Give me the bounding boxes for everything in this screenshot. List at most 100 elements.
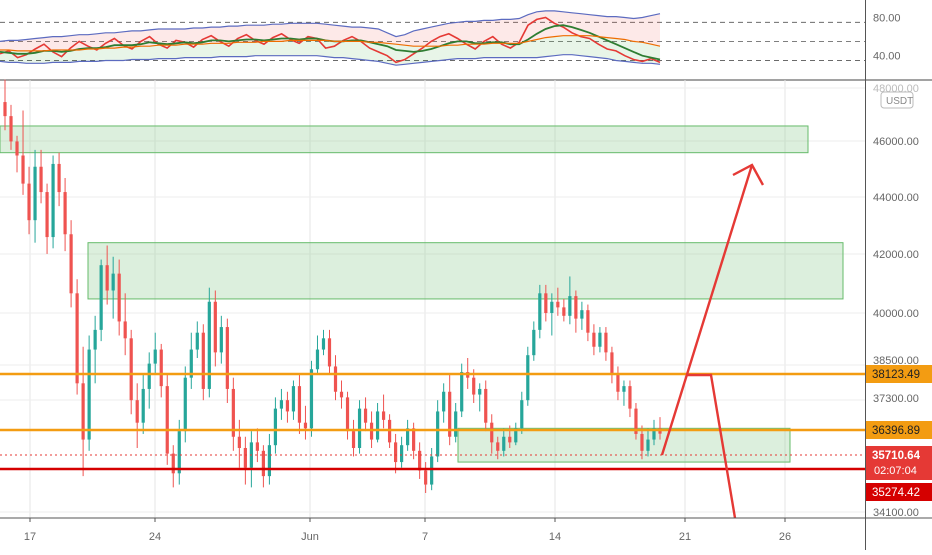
candle[interactable] bbox=[99, 259, 103, 342]
candle[interactable] bbox=[129, 329, 133, 415]
candle[interactable] bbox=[3, 79, 7, 131]
candle[interactable] bbox=[616, 366, 620, 401]
candle[interactable] bbox=[622, 380, 626, 406]
candle[interactable] bbox=[321, 329, 326, 356]
candle[interactable] bbox=[646, 428, 650, 457]
candle[interactable] bbox=[39, 149, 43, 204]
candle[interactable] bbox=[400, 436, 404, 468]
candle[interactable] bbox=[502, 428, 506, 457]
candle[interactable] bbox=[21, 110, 25, 195]
candle[interactable] bbox=[478, 383, 482, 412]
candle[interactable] bbox=[454, 403, 458, 443]
candle[interactable] bbox=[363, 397, 368, 432]
candle[interactable] bbox=[189, 332, 193, 389]
candle[interactable] bbox=[81, 346, 85, 477]
candle[interactable] bbox=[532, 321, 536, 361]
candle[interactable] bbox=[159, 343, 163, 398]
candle[interactable] bbox=[634, 403, 638, 440]
candle[interactable] bbox=[63, 178, 67, 252]
candle[interactable] bbox=[490, 414, 494, 454]
candle[interactable] bbox=[562, 298, 566, 322]
candle[interactable] bbox=[448, 374, 452, 446]
candle[interactable] bbox=[105, 245, 109, 305]
support-resistance-zone[interactable] bbox=[0, 125, 809, 154]
candle[interactable] bbox=[339, 380, 344, 409]
candle[interactable] bbox=[514, 422, 518, 446]
candle[interactable] bbox=[484, 380, 488, 432]
candle[interactable] bbox=[123, 293, 127, 356]
candle[interactable] bbox=[610, 346, 614, 384]
candle[interactable] bbox=[147, 352, 151, 409]
candle[interactable] bbox=[309, 360, 314, 437]
candle[interactable] bbox=[345, 391, 350, 440]
candle[interactable] bbox=[297, 374, 302, 434]
candle[interactable] bbox=[333, 355, 338, 401]
candle[interactable] bbox=[628, 380, 632, 418]
candle[interactable] bbox=[261, 445, 265, 488]
candle[interactable] bbox=[57, 152, 61, 207]
candle[interactable] bbox=[598, 327, 602, 353]
projection-path-down[interactable] bbox=[686, 373, 737, 519]
candle[interactable] bbox=[219, 315, 223, 364]
candle[interactable] bbox=[315, 335, 320, 375]
candle[interactable] bbox=[279, 388, 284, 420]
candle[interactable] bbox=[33, 149, 37, 243]
candle[interactable] bbox=[568, 276, 572, 325]
candle[interactable] bbox=[153, 332, 157, 375]
support-resistance-zone[interactable] bbox=[457, 427, 791, 463]
candle[interactable] bbox=[291, 380, 296, 420]
candle[interactable] bbox=[406, 419, 410, 451]
candle[interactable] bbox=[586, 304, 590, 342]
candle[interactable] bbox=[526, 346, 530, 406]
candle[interactable] bbox=[357, 400, 362, 454]
candle[interactable] bbox=[237, 419, 241, 468]
candle[interactable] bbox=[141, 374, 145, 434]
candle[interactable] bbox=[544, 284, 548, 322]
candle[interactable] bbox=[69, 220, 73, 308]
candle[interactable] bbox=[201, 324, 205, 401]
candle[interactable] bbox=[327, 329, 332, 375]
candle[interactable] bbox=[27, 166, 31, 235]
currency-badge[interactable] bbox=[880, 91, 914, 109]
candle[interactable] bbox=[592, 324, 596, 356]
candle[interactable] bbox=[604, 327, 608, 361]
candle[interactable] bbox=[652, 419, 656, 446]
candle[interactable] bbox=[243, 436, 247, 485]
candle[interactable] bbox=[267, 433, 272, 485]
candle[interactable] bbox=[418, 442, 422, 479]
candle[interactable] bbox=[75, 279, 79, 395]
candle[interactable] bbox=[165, 374, 169, 465]
candle[interactable] bbox=[171, 445, 175, 488]
candle[interactable] bbox=[117, 259, 121, 336]
candle[interactable] bbox=[213, 290, 217, 367]
candle[interactable] bbox=[496, 436, 500, 460]
support-resistance-zone[interactable] bbox=[87, 242, 844, 300]
candle[interactable] bbox=[285, 391, 290, 423]
candle[interactable] bbox=[225, 318, 229, 403]
candle[interactable] bbox=[381, 394, 386, 429]
candle[interactable] bbox=[580, 301, 584, 330]
candle[interactable] bbox=[255, 428, 259, 463]
candle[interactable] bbox=[273, 397, 278, 454]
candle[interactable] bbox=[538, 284, 542, 339]
candle[interactable] bbox=[207, 287, 211, 398]
candle[interactable] bbox=[111, 256, 115, 319]
candle[interactable] bbox=[460, 363, 464, 418]
candle[interactable] bbox=[135, 383, 139, 448]
candle[interactable] bbox=[550, 293, 554, 336]
candle[interactable] bbox=[574, 290, 578, 333]
candle[interactable] bbox=[442, 383, 446, 423]
candle[interactable] bbox=[375, 403, 380, 443]
candle[interactable] bbox=[520, 391, 524, 434]
projection-arrow-up[interactable] bbox=[660, 163, 765, 456]
candle[interactable] bbox=[93, 315, 97, 384]
candle[interactable] bbox=[393, 433, 398, 474]
candle[interactable] bbox=[556, 287, 560, 316]
candle[interactable] bbox=[15, 135, 19, 173]
candle[interactable] bbox=[195, 321, 199, 358]
candle[interactable] bbox=[9, 104, 13, 150]
candle[interactable] bbox=[87, 335, 91, 451]
candle[interactable] bbox=[351, 419, 356, 457]
candle[interactable] bbox=[303, 405, 308, 440]
